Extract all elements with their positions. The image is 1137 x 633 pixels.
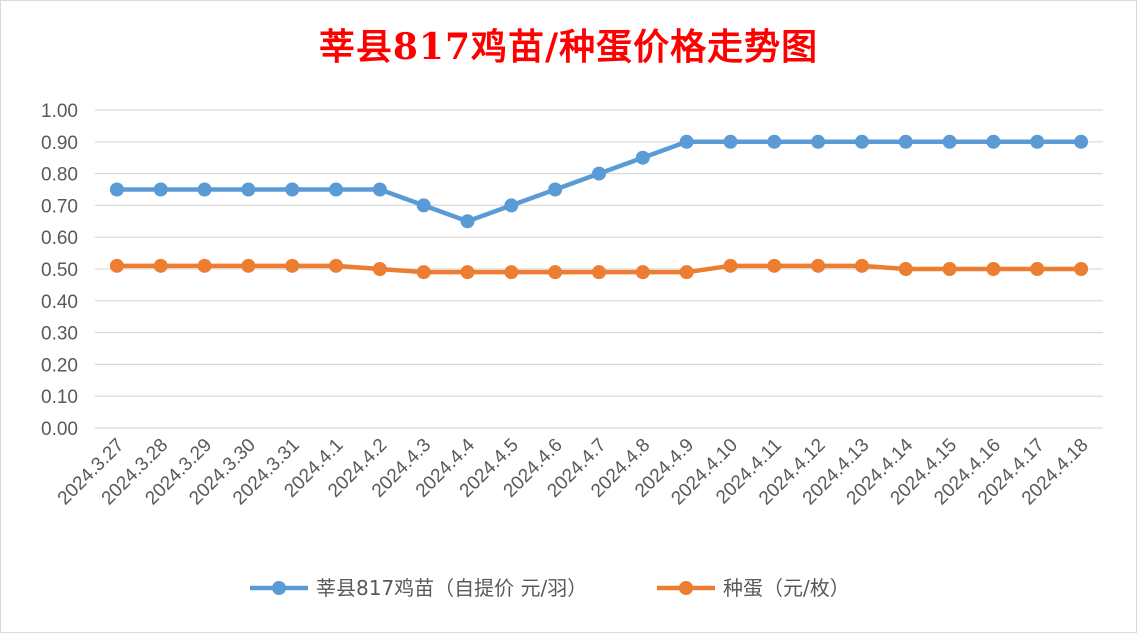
data-point: [723, 134, 738, 149]
data-point: [109, 182, 124, 197]
y-tick-label: 0.20: [41, 355, 78, 376]
data-point: [811, 134, 826, 149]
data-point: [811, 258, 826, 273]
series-lines: [116, 139, 1082, 275]
legend-label: 种蛋（元/枚）: [723, 576, 850, 600]
legend-marker: [272, 581, 286, 595]
y-tick-label: 0.70: [41, 196, 78, 217]
data-point: [1030, 262, 1045, 276]
data-point: [329, 182, 344, 197]
data-point: [679, 265, 694, 280]
data-point: [504, 198, 519, 213]
data-point: [416, 265, 431, 280]
data-point: [153, 258, 168, 273]
data-point: [197, 182, 212, 197]
data-point: [942, 262, 957, 276]
data-point: [898, 134, 913, 149]
data-point: [416, 198, 431, 213]
data-point: [767, 258, 782, 273]
data-point: [241, 258, 256, 273]
y-axis: 0.00 0.10 0.20 0.30 0.40 0.50 0.60 0.70 0.80 0.90…: [41, 101, 78, 440]
data-point: [504, 265, 519, 280]
y-tick-label: 0.30: [41, 324, 78, 345]
data-point: [153, 182, 168, 197]
data-point: [854, 134, 869, 149]
y-tick-label: 0.40: [41, 292, 78, 313]
series-line-0: [116, 139, 1082, 224]
data-point: [898, 262, 913, 276]
y-tick-label: 0.80: [41, 165, 78, 186]
data-point: [592, 265, 606, 280]
data-point: [854, 258, 869, 273]
data-point: [241, 182, 256, 197]
y-tick-label: 0.50: [41, 260, 78, 281]
x-axis: 2024.3.272024.3.282024.3.292024.3.302024…: [54, 434, 1093, 509]
data-point: [635, 265, 650, 280]
data-point: [329, 258, 344, 273]
legend: 莘县817鸡苗（自提价 元/羽） 种蛋（元/枚）: [250, 576, 850, 600]
data-point: [723, 258, 738, 273]
data-point: [1074, 134, 1089, 149]
data-point: [285, 258, 300, 273]
data-point: [986, 134, 1001, 149]
data-point: [986, 262, 1001, 276]
legend-label: 莘县817鸡苗（自提价 元/羽）: [316, 576, 587, 600]
data-point: [767, 134, 782, 149]
data-point: [197, 258, 212, 273]
data-point: [109, 258, 124, 273]
data-point: [1030, 134, 1045, 149]
data-point: [285, 182, 300, 197]
data-point: [548, 265, 563, 280]
y-tick-label: 0.00: [41, 419, 78, 440]
data-point: [460, 214, 475, 229]
legend-marker: [679, 581, 693, 595]
series-points: [109, 134, 1089, 280]
data-point: [372, 262, 387, 276]
data-point: [635, 150, 650, 165]
data-point: [1074, 262, 1089, 276]
data-point: [548, 182, 563, 197]
data-point: [942, 134, 957, 149]
y-tick-label: 1.00: [41, 101, 78, 122]
data-point: [460, 265, 475, 280]
y-tick-label: 0.10: [41, 387, 78, 408]
data-point: [592, 166, 606, 181]
data-point: [679, 134, 694, 149]
data-point: [372, 182, 387, 197]
y-tick-label: 0.90: [41, 133, 78, 154]
chart-title: 莘县817鸡苗/种蛋价格走势图: [318, 26, 819, 68]
y-tick-label: 0.60: [41, 228, 78, 249]
